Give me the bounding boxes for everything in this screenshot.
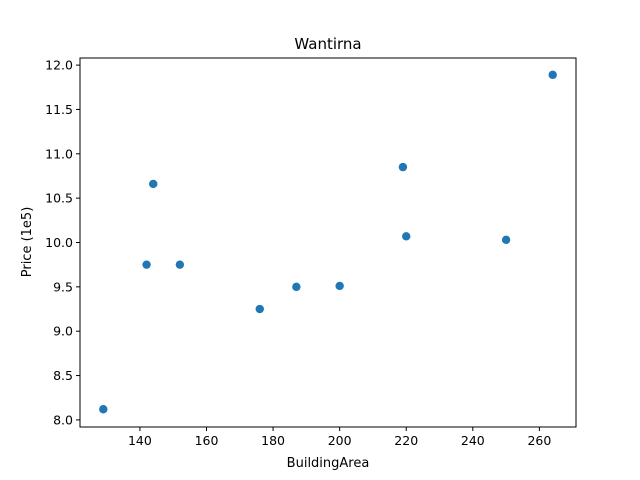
x-tick-label: 180: [261, 433, 285, 448]
y-tick-label: 10.5: [45, 191, 73, 206]
data-point: [255, 304, 264, 314]
x-tick-label: 220: [394, 433, 418, 448]
y-tick-label: 10.0: [45, 235, 73, 250]
data-point: [175, 260, 185, 269]
x-axis: 140 160 180 200 220 240 260: [128, 427, 551, 448]
y-axis-label: Price (1e5): [20, 207, 35, 278]
x-tick-label: 240: [461, 433, 485, 448]
y-tick-label: 11.0: [45, 146, 73, 161]
data-point: [548, 70, 557, 80]
x-tick-label: 160: [195, 433, 219, 448]
y-tick-label: 8.0: [53, 412, 73, 427]
x-tick-label: 260: [527, 433, 551, 448]
y-tick-label: 9.0: [53, 324, 73, 339]
y-tick-label: 8.5: [53, 368, 73, 383]
y-axis: 8.0 8.5 9.0 9.5 10.0 10.5 11.0 11.5 12.0: [45, 58, 80, 427]
data-point: [149, 179, 158, 189]
data-point: [398, 162, 408, 172]
x-tick-label: 140: [128, 433, 152, 448]
x-axis-label: BuildingArea: [287, 456, 370, 471]
data-point: [292, 282, 301, 292]
y-tick-label: 12.0: [45, 58, 73, 73]
data-point: [335, 281, 344, 291]
plot-area: [79, 57, 577, 428]
data-point: [142, 260, 151, 269]
data-point: [501, 235, 511, 245]
chart-title: Wantirna: [294, 35, 361, 53]
y-tick-label: 11.5: [45, 102, 73, 117]
x-tick-label: 200: [328, 433, 352, 448]
data-point: [99, 405, 108, 414]
y-tick-label: 9.5: [53, 279, 73, 294]
data-point: [402, 232, 411, 241]
